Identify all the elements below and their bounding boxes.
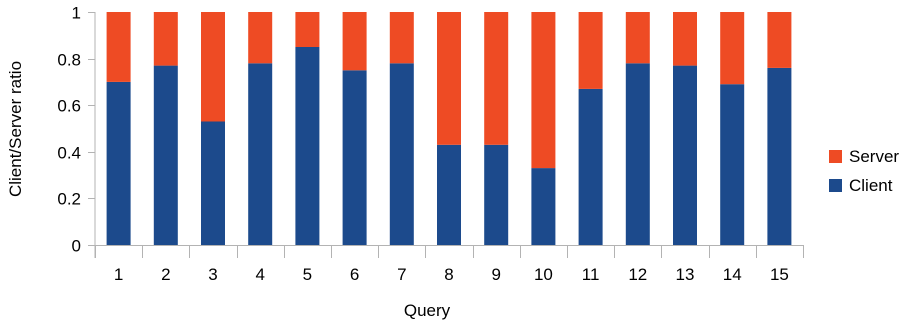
bar-server-query-13 <box>673 12 697 66</box>
bar-server-query-10 <box>531 12 556 169</box>
bar-client-query-13 <box>673 65 697 245</box>
bar-client-query-12 <box>625 63 650 245</box>
bar-server-query-2 <box>153 12 178 66</box>
bar-server-query-7 <box>389 12 414 64</box>
bar-client-query-14 <box>720 84 745 245</box>
bar-client-query-3 <box>201 121 225 245</box>
bar-client-query-7 <box>389 63 414 245</box>
y-tick-label: 1 <box>72 4 81 23</box>
legend-label-client: Client <box>849 176 893 195</box>
y-tick-label: 0.2 <box>57 190 81 209</box>
bar-server-query-5 <box>295 12 320 47</box>
y-tick-label: 0.4 <box>57 144 81 163</box>
bar-server-query-1 <box>106 12 131 82</box>
x-tick-label: 15 <box>770 265 789 284</box>
bar-server-query-15 <box>767 12 792 68</box>
bar-client-query-9 <box>484 144 509 245</box>
tick-labels-group: 00.20.40.60.811 2 3 4 5 6 7 8 9 10 11 12 13 14 15 <box>57 4 789 285</box>
bar-client-query-4 <box>248 63 273 245</box>
x-tick-label: 13 <box>676 265 695 284</box>
bar-server-query-8 <box>437 12 461 145</box>
bar-client-query-10 <box>531 168 556 245</box>
y-tick-label: 0.8 <box>57 51 81 70</box>
bar-server-query-12 <box>625 12 650 64</box>
legend: Server Client <box>829 147 899 195</box>
bar-client-query-8 <box>437 144 461 245</box>
bar-client-query-15 <box>767 67 792 246</box>
bar-client-query-5 <box>295 47 320 245</box>
x-tick-label: 9 <box>491 265 500 284</box>
bar-server-query-11 <box>578 12 603 89</box>
y-axis-label: Client/Server ratio <box>6 61 25 197</box>
x-tick-label: 6 <box>350 265 359 284</box>
legend-swatch-server <box>829 150 842 163</box>
x-tick-label: 2 <box>161 265 170 284</box>
bar-client-query-1 <box>106 81 131 246</box>
bar-client-query-6 <box>342 70 367 246</box>
x-tick-label: 10 <box>534 265 553 284</box>
x-tick-label: 3 <box>208 265 217 284</box>
bar-server-query-3 <box>201 12 225 122</box>
bar-server-query-6 <box>342 12 367 71</box>
legend-label-server: Server <box>849 147 899 166</box>
bars-group <box>106 12 792 246</box>
legend-swatch-client <box>829 179 842 192</box>
x-tick-label: 5 <box>303 265 312 284</box>
x-axis-label: Query <box>404 301 451 320</box>
bar-client-query-11 <box>578 88 603 246</box>
x-tick-label: 8 <box>444 265 453 284</box>
bar-client-query-2 <box>153 65 178 245</box>
y-tick-label: 0 <box>72 237 81 256</box>
x-tick-label: 14 <box>723 265 742 284</box>
x-tick-label: 11 <box>582 265 600 284</box>
x-tick-label: 4 <box>255 265 264 284</box>
axes-group <box>88 12 804 258</box>
x-tick-label: 7 <box>397 265 406 284</box>
y-tick-label: 0.6 <box>57 97 81 116</box>
x-tick-label: 12 <box>628 265 647 284</box>
bar-server-query-9 <box>484 12 509 145</box>
x-tick-label: 1 <box>114 265 123 284</box>
bar-server-query-14 <box>720 12 745 85</box>
bar-server-query-4 <box>248 12 273 64</box>
